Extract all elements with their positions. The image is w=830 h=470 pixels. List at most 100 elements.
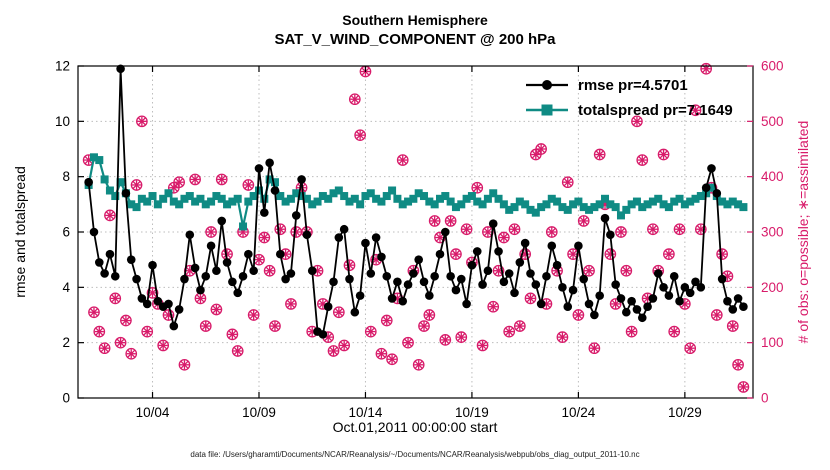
- totalspread-marker-icon: [728, 197, 737, 206]
- rmse-marker-icon: [281, 274, 290, 284]
- rmse-marker-icon: [717, 274, 727, 284]
- totalspread-marker-icon: [409, 194, 418, 203]
- rmse-marker-icon: [206, 241, 216, 251]
- rmse-marker-icon: [153, 296, 163, 306]
- totalspread-marker-icon: [606, 200, 615, 209]
- totalspread-marker-icon: [553, 197, 562, 206]
- rmse-marker-icon: [233, 288, 243, 298]
- obs-marker-icon: [684, 342, 697, 355]
- obs-marker-icon: [380, 314, 393, 327]
- rmse-marker-icon: [488, 219, 498, 228]
- totalspread-marker-icon: [254, 186, 263, 195]
- rmse-marker-icon: [472, 247, 482, 256]
- totalspread-marker-icon: [212, 192, 221, 201]
- obs-marker-icon: [354, 129, 366, 142]
- rmse-marker-icon: [478, 280, 487, 289]
- obs-marker-icon: [423, 309, 436, 321]
- obs-marker-icon: [487, 300, 500, 313]
- totalspread-marker-icon: [648, 197, 657, 206]
- totalspread-marker-icon: [686, 197, 695, 206]
- obs-marker-icon: [194, 292, 207, 305]
- x-tick-label: 10/09: [242, 405, 276, 420]
- rmse-marker-icon: [382, 271, 392, 281]
- totalspread-marker-icon: [313, 197, 322, 206]
- obs-marker-icon: [439, 334, 452, 346]
- totalspread-marker-icon: [494, 194, 503, 203]
- obs-marker-icon: [98, 342, 111, 355]
- totalspread-marker-icon: [276, 192, 285, 201]
- y-right-tick-label: 0: [761, 391, 769, 406]
- legend-item-rmse: rmse pr=4.5701: [524, 76, 733, 94]
- rmse-marker-icon: [531, 280, 541, 289]
- obs-marker-icon: [247, 309, 260, 321]
- rmse-marker-icon: [190, 263, 200, 273]
- rmse-marker-icon: [552, 260, 562, 270]
- y-left-tick-label: 2: [62, 335, 70, 350]
- rmse-marker-icon: [627, 296, 636, 306]
- obs-marker-icon: [583, 264, 595, 277]
- rmse-marker-icon: [265, 158, 274, 168]
- obs-marker-icon: [364, 325, 377, 338]
- totalspread-marker-icon: [638, 203, 647, 212]
- obs-marker-icon: [332, 306, 345, 319]
- rmse-marker-icon: [121, 188, 131, 198]
- obs-marker-icon: [215, 173, 228, 186]
- totalspread-marker-icon: [441, 192, 450, 201]
- rmse-marker-icon: [547, 241, 557, 251]
- obs-marker-icon: [136, 115, 148, 128]
- data-file-path: data file: /Users/gharamti/Documents/NCA…: [190, 450, 640, 459]
- y-left-tick-label: 0: [62, 391, 70, 406]
- rmse-marker-icon: [456, 274, 466, 284]
- obs-marker-icon: [242, 179, 255, 191]
- rmse-marker-icon: [584, 299, 594, 309]
- obs-marker-icon: [716, 248, 728, 260]
- totalspread-marker-icon: [116, 178, 125, 187]
- obs-marker-icon: [513, 320, 526, 332]
- rmse-marker-icon: [728, 305, 738, 314]
- legend-label-rmse: rmse pr=4.5701: [578, 76, 688, 94]
- rmse-marker-icon: [637, 313, 647, 323]
- rmse-marker-icon: [643, 302, 652, 312]
- obs-marker-icon: [593, 148, 606, 161]
- legend-marker-totalspread-icon: [526, 104, 568, 116]
- obs-marker-icon: [482, 226, 494, 238]
- totalspread-marker-icon: [627, 200, 636, 209]
- totalspread-marker-icon: [414, 189, 423, 198]
- rmse-marker-icon: [446, 271, 455, 281]
- totalspread-marker-icon: [345, 197, 354, 206]
- rmse-marker-icon: [664, 291, 674, 300]
- rmse-marker-icon: [323, 302, 333, 312]
- totalspread-marker-icon: [696, 192, 705, 201]
- totalspread-marker-icon: [377, 197, 386, 206]
- totalspread-marker-icon: [95, 156, 104, 165]
- totalspread-marker-icon: [302, 194, 311, 203]
- totalspread-marker-icon: [334, 186, 343, 195]
- totalspread-marker-icon: [590, 203, 599, 212]
- chart-subtitle: SAT_V_WIND_COMPONENT @ 200 hPa: [274, 31, 556, 48]
- rmse-marker-icon: [691, 277, 700, 287]
- totalspread-marker-icon: [105, 186, 114, 195]
- rmse-marker-icon: [462, 299, 471, 309]
- totalspread-marker-icon: [382, 192, 391, 201]
- totalspread-marker-icon: [398, 200, 407, 209]
- totalspread-marker-icon: [143, 197, 152, 206]
- totalspread-marker-icon: [537, 203, 546, 212]
- totalspread-marker-icon: [318, 192, 327, 201]
- y-right-tick-label: 600: [761, 59, 784, 74]
- obs-marker-icon: [700, 62, 713, 75]
- obs-marker-icon: [615, 226, 627, 238]
- totalspread-marker-icon: [340, 192, 349, 201]
- totalspread-marker-icon: [616, 211, 625, 220]
- legend-marker-rmse-icon: [526, 80, 568, 90]
- totalspread-marker-icon: [244, 197, 253, 206]
- obs-marker-icon: [620, 264, 633, 277]
- totalspread-marker-icon: [526, 205, 535, 214]
- totalspread-marker-icon: [361, 192, 370, 201]
- rmse-marker-icon: [238, 271, 248, 281]
- totalspread-marker-icon: [430, 200, 439, 209]
- totalspread-marker-icon: [707, 183, 716, 192]
- rmse-marker-icon: [707, 164, 716, 173]
- rmse-marker-icon: [105, 249, 115, 259]
- totalspread-marker-icon: [239, 222, 248, 231]
- totalspread-marker-icon: [388, 186, 397, 195]
